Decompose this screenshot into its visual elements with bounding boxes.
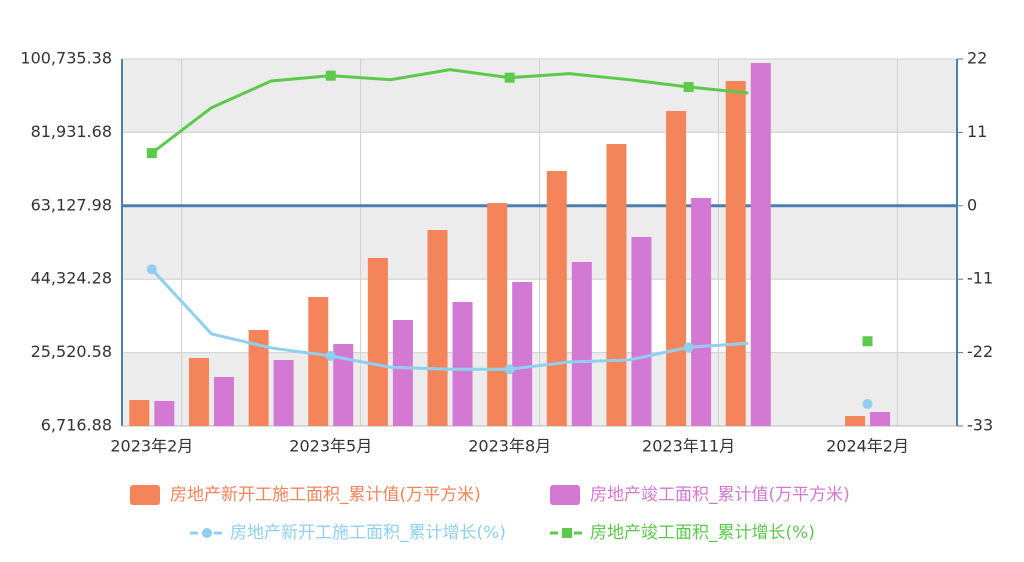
marker (146, 264, 157, 275)
y2-tick-label: 22 (967, 49, 987, 68)
marker (325, 70, 336, 81)
marker (683, 342, 694, 353)
marker (504, 364, 515, 375)
bar (512, 281, 533, 426)
bar (631, 236, 652, 426)
bar (367, 257, 388, 426)
bar (188, 357, 209, 426)
bar (571, 261, 592, 426)
bar (308, 296, 329, 426)
bar (487, 202, 508, 426)
y-tick-label: 100,735.38 (20, 49, 112, 68)
bar (666, 110, 687, 426)
x-tick-label: 2023年8月 (468, 437, 551, 456)
legend-item: 房地产新开工施工面积_累计值(万平方米) (130, 485, 481, 505)
bar (870, 411, 891, 426)
legend-marker (202, 528, 212, 538)
marker (862, 336, 873, 347)
marker (146, 148, 157, 159)
y2-tick-label: 0 (967, 195, 977, 214)
bar (129, 399, 150, 426)
bar (154, 400, 175, 426)
x-tick-label: 2023年11月 (642, 437, 735, 456)
y2-tick-label: 11 (967, 122, 987, 141)
legend-marker (562, 528, 572, 538)
marker (862, 398, 873, 409)
bar (248, 329, 269, 426)
y-tick-label: 44,324.28 (31, 269, 112, 288)
y-tick-label: 6,716.88 (41, 416, 112, 435)
legend-swatch (130, 485, 160, 505)
marker (325, 350, 336, 361)
bar (333, 343, 354, 426)
x-tick-label: 2023年2月 (110, 437, 193, 456)
y2-tick-label: -11 (967, 269, 993, 288)
bar (845, 415, 866, 426)
legend-label: 房地产新开工施工面积_累计值(万平方米) (170, 485, 481, 505)
bar (427, 229, 448, 426)
legend-label: 房地产新开工施工面积_累计增长(%) (230, 523, 506, 543)
y-tick-label: 63,127.98 (31, 195, 112, 214)
bar (691, 197, 712, 426)
legend-label: 房地产竣工面积_累计增长(%) (590, 523, 815, 543)
marker (504, 72, 515, 83)
y2-tick-label: -33 (967, 416, 993, 435)
y-tick-label: 81,931.68 (31, 122, 112, 141)
bar (546, 170, 567, 426)
bar (725, 80, 746, 426)
legend-swatch (550, 485, 580, 505)
legend-label: 房地产竣工面积_累计值(万平方米) (590, 485, 850, 505)
x-tick-label: 2023年5月 (289, 437, 372, 456)
bar (452, 301, 473, 426)
x-tick-label: 2024年2月 (826, 437, 909, 456)
bar (273, 359, 294, 426)
marker (683, 82, 694, 93)
y-tick-label: 25,520.58 (31, 342, 112, 361)
bar (213, 376, 234, 426)
y2-tick-label: -22 (967, 342, 993, 361)
bar (606, 143, 627, 426)
bar (750, 62, 771, 427)
legend-item: 房地产竣工面积_累计增长(%) (550, 523, 815, 543)
legend-item: 房地产新开工施工面积_累计增长(%) (190, 523, 506, 543)
legend-item: 房地产竣工面积_累计值(万平方米) (550, 485, 850, 505)
bar (392, 319, 413, 426)
